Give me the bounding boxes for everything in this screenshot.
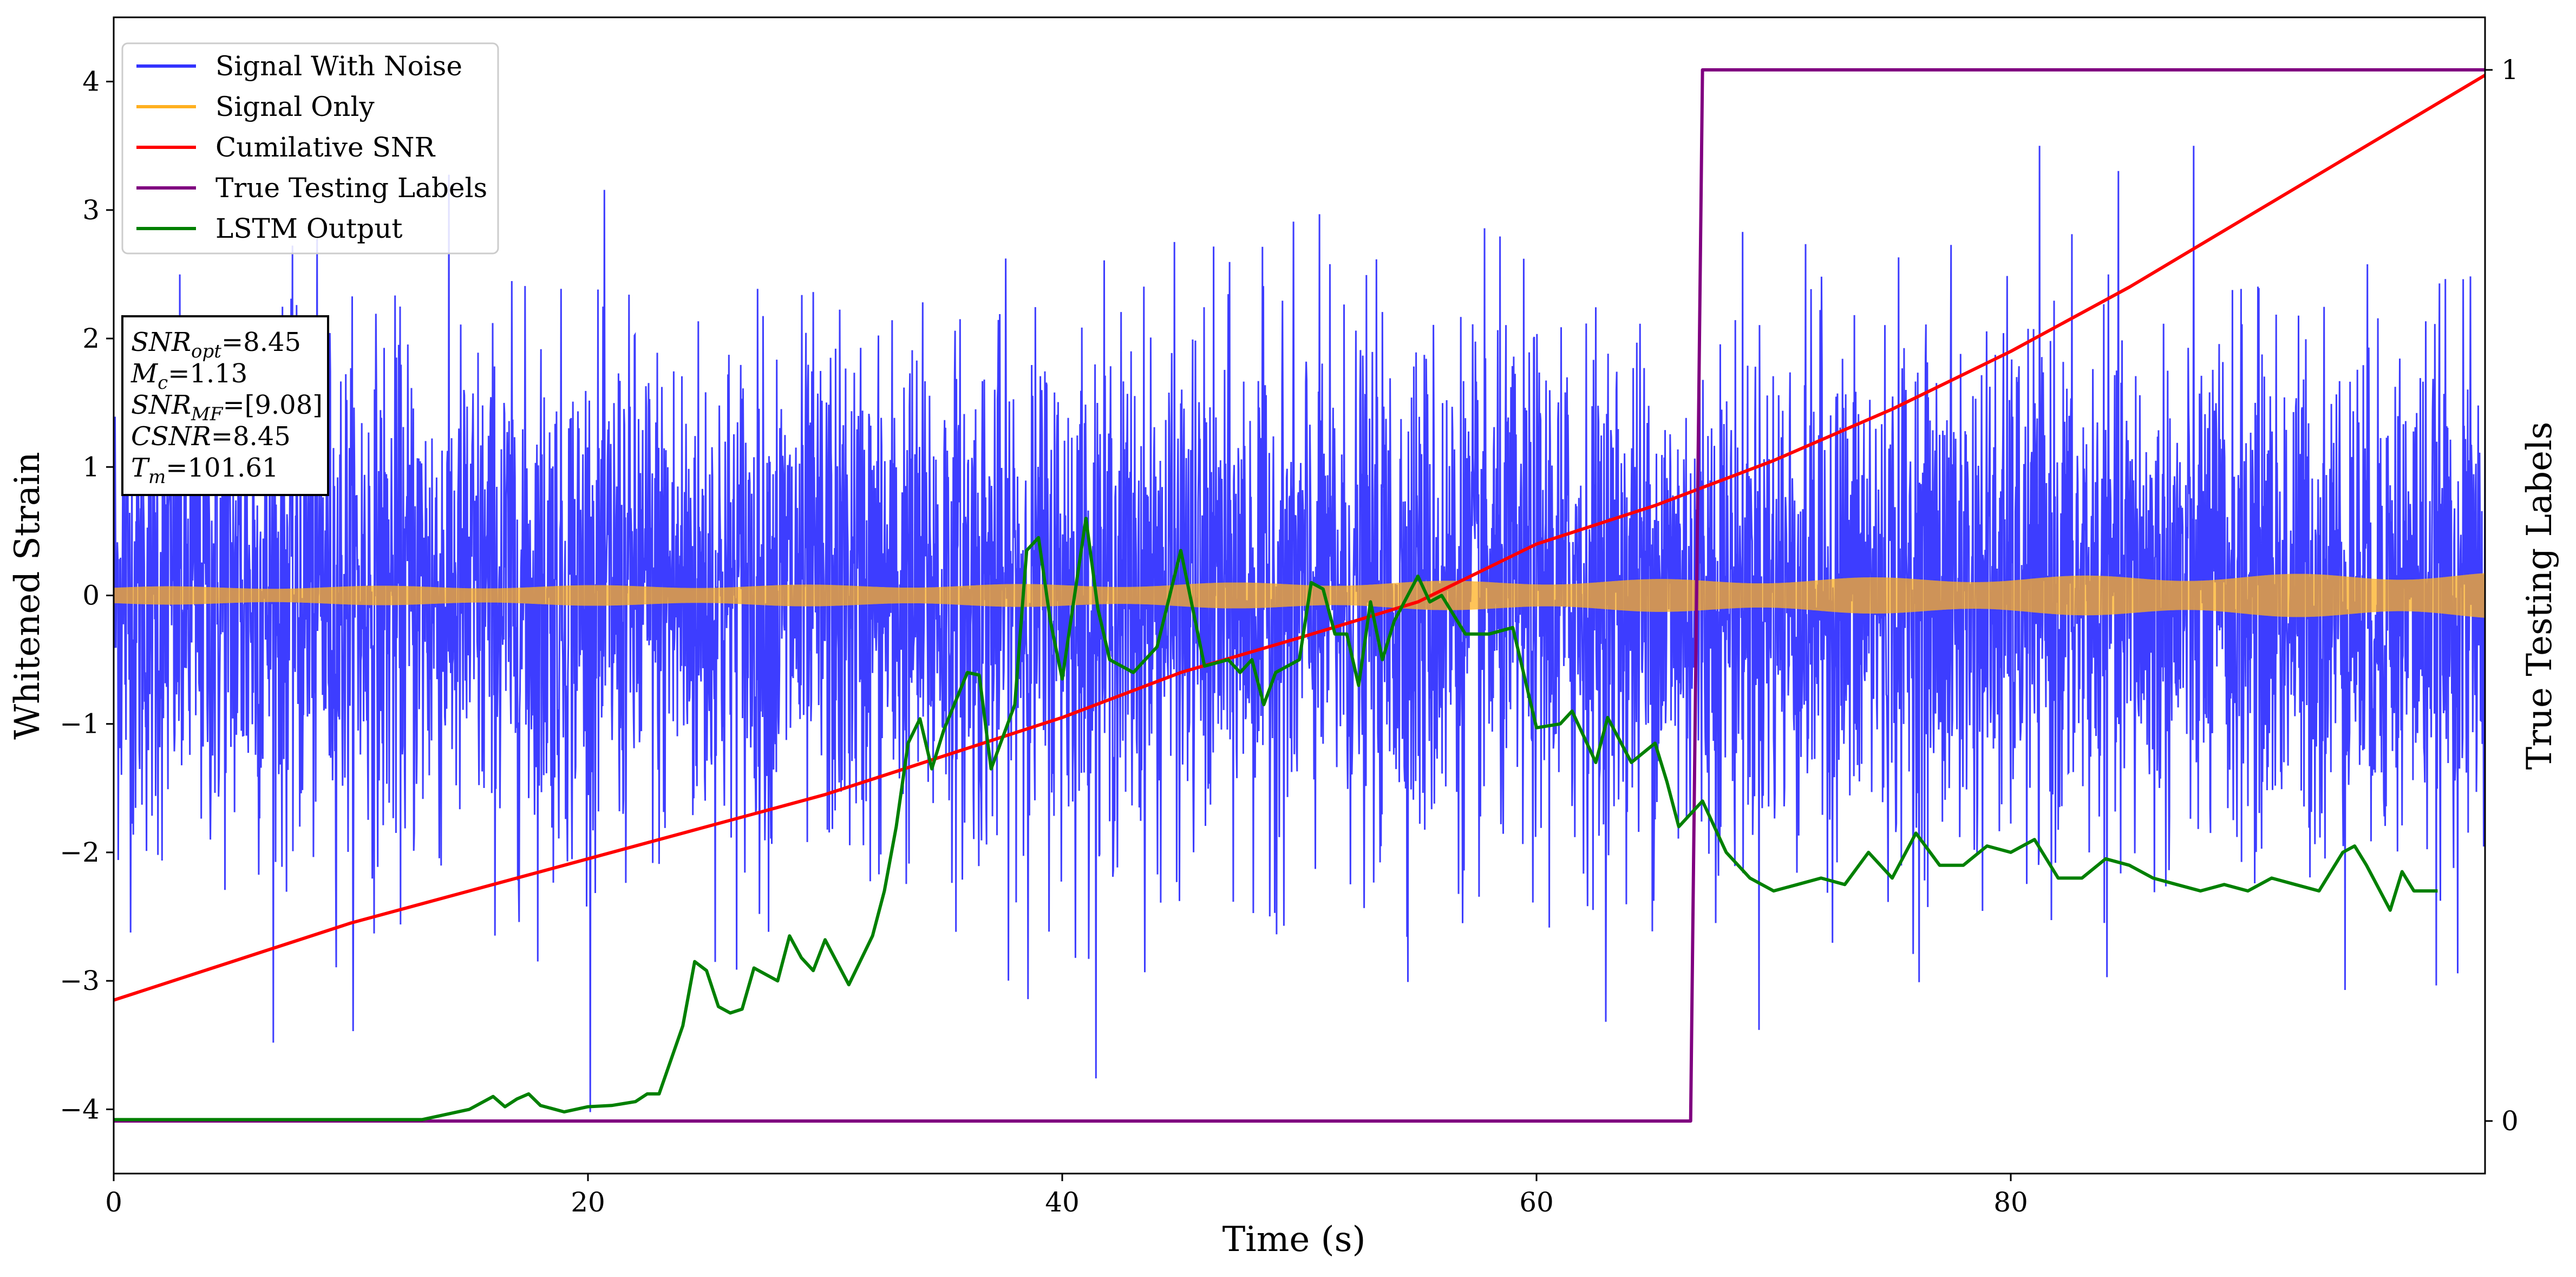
- series-true-testing-labels: [114, 68, 2485, 1123]
- y2-axis-title: True Testing Labels: [2520, 422, 2560, 770]
- y-tick-label: 0: [82, 580, 100, 611]
- legend-box: [121, 42, 499, 255]
- info-line: Tm=101.61: [131, 453, 278, 488]
- y-tick-label: −4: [60, 1093, 100, 1125]
- legend: Signal With Noise Signal Only Cumilative S…: [121, 42, 499, 255]
- y2-tick-label: 1: [2501, 54, 2519, 86]
- info-box: SNRopt=8.45Mc=1.13SNRMF=[9.08]CSNR=8.45T…: [121, 315, 329, 496]
- legend-label: Signal With Noise: [215, 50, 462, 82]
- x-tick-label: 60: [1519, 1187, 1554, 1218]
- x-axis-title: Time (s): [1222, 1220, 1366, 1260]
- plot-area: [113, 16, 2486, 1175]
- y-tick-label: −2: [60, 837, 100, 868]
- info-line: CSNR=8.45: [131, 421, 291, 452]
- legend-label: Cumilative SNR: [215, 132, 435, 163]
- y-tick-label: −3: [60, 965, 100, 996]
- info-line: SNRopt=8.45: [131, 327, 301, 362]
- info-box-frame: [121, 315, 329, 496]
- series-layer: [114, 68, 2485, 1123]
- y-tick-label: 1: [82, 451, 100, 483]
- y2-tick-label: 0: [2501, 1105, 2519, 1137]
- series-cumulative-snr: [114, 74, 2485, 1002]
- x-tick-label: 20: [571, 1187, 605, 1218]
- y-axis-title: Whitened Strain: [8, 452, 48, 739]
- legend-label: True Testing Labels: [215, 172, 487, 204]
- x-tick-label: 80: [1993, 1187, 2028, 1218]
- x-tick-label: 0: [105, 1187, 122, 1218]
- y-tick-label: 4: [82, 66, 100, 97]
- legend-label: Signal Only: [215, 91, 375, 122]
- info-line: SNRMF=[9.08]: [131, 390, 323, 425]
- series-lstm-output: [114, 517, 2438, 1122]
- legend-label: LSTM Output: [215, 213, 402, 244]
- y-tick-label: 2: [82, 323, 100, 354]
- y-tick-label: 3: [82, 194, 100, 226]
- info-line: Mc=1.13: [130, 359, 247, 394]
- x-tick-label: 40: [1045, 1187, 1080, 1218]
- series-signal-only: [114, 573, 2485, 618]
- y-tick-label: −1: [60, 708, 100, 740]
